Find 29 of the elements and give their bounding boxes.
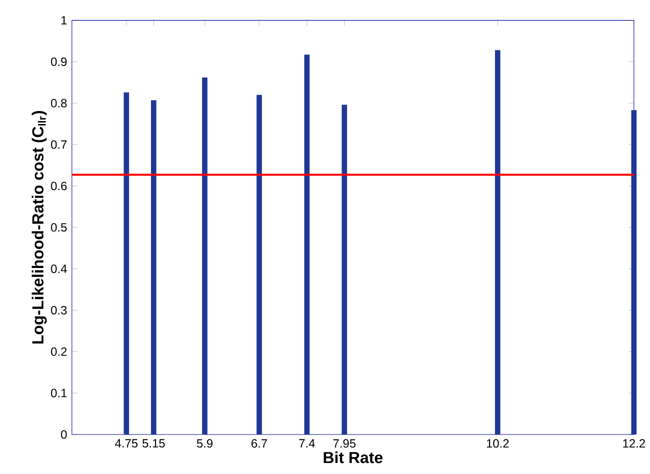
bar [342, 104, 348, 434]
y-tick-label: 0.5 [51, 222, 67, 232]
y-tick-label: 0.7 [51, 140, 67, 149]
x-tick-label: 7.95 [333, 438, 356, 448]
y-tick-label: 0.4 [51, 264, 67, 273]
y-tick-label: 0.6 [51, 182, 67, 190]
x-tick-label: 7.4 [299, 438, 315, 448]
y-tick-label: 0 [61, 430, 67, 439]
bar [124, 92, 130, 434]
y-tick-label: 0.8 [51, 98, 67, 108]
x-tick-label: 5.15 [142, 438, 165, 448]
y-tick-label: 1 [61, 16, 67, 24]
y-tick-label: 0.9 [51, 57, 67, 66]
bar [304, 54, 310, 434]
y-tick-label: 0.3 [51, 306, 67, 314]
x-tick-label: 10.2 [486, 438, 509, 448]
y-tick-label: 0.1 [51, 388, 67, 398]
bar [202, 77, 208, 434]
y-axis-title: Log-Likelihood-Ratio cost (C$_{llr}$) [32, 110, 47, 344]
x-tick-label: 6.7 [252, 438, 267, 448]
x-tick-label: 12.2 [623, 438, 645, 448]
x-tick-label: 4.75 [115, 438, 138, 448]
x-axis-title: Bit Rate [324, 451, 383, 463]
bar [150, 100, 156, 434]
bar [256, 94, 262, 434]
bar [495, 50, 500, 434]
x-tick-label: 5.9 [196, 438, 213, 448]
bar [631, 110, 637, 434]
y-tick-label: 0.2 [51, 347, 67, 356]
